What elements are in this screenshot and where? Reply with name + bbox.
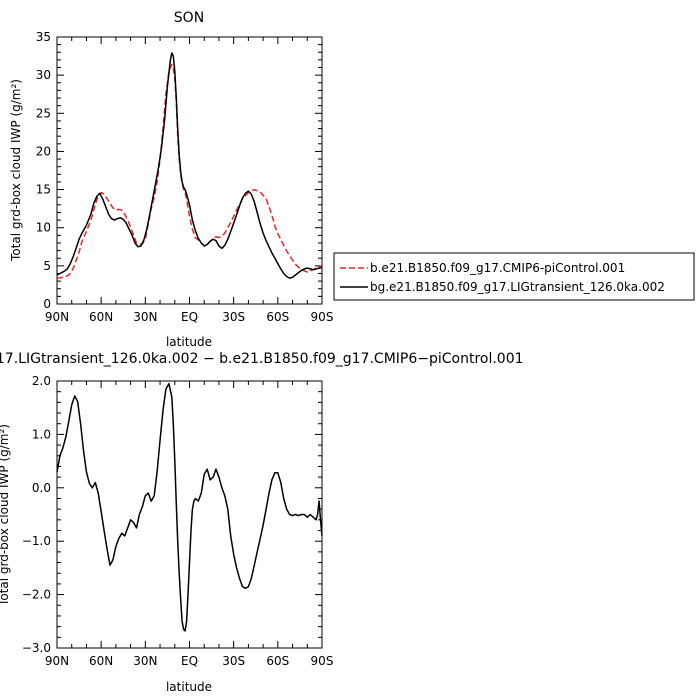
chart-1-series-2-line [56, 52, 323, 279]
x-tick-label: 90N [45, 654, 69, 668]
x-tick-label: 90S [311, 654, 334, 668]
x-tick-label: 30N [133, 654, 157, 668]
chart-2-series-1-line [56, 382, 323, 632]
chart-1-plot-area: 0 5 10 15 20 25 30 35 90N 60N 30N EQ 30S 60S 90S [36, 30, 334, 324]
legend-box [333, 252, 695, 301]
legend-entry-picontrol: b.e21.B1850.f09_g17.CMIP6-piControl.001 [370, 261, 625, 275]
chart-2-plot-area: −3.0 −2.0 −1.0 0.0 1.0 2.0 90N 60N 30N EQ 30S 60S 90… [22, 374, 334, 668]
y-tick-label: 1.0 [32, 427, 51, 441]
chart-1-x-axis-label: latitude [166, 335, 212, 349]
x-tick-label: 60N [89, 310, 113, 324]
chart-2-x-axis-label: latitude [166, 680, 212, 694]
y-tick-label: 5 [43, 259, 51, 273]
y-tick-label: 25 [36, 106, 51, 120]
chart-1-series-1-line [56, 63, 323, 279]
x-tick-label: 60S [266, 654, 289, 668]
y-tick-label: 35 [36, 30, 51, 44]
y-tick-label: 2.0 [32, 374, 51, 388]
x-tick-label: 30N [133, 310, 157, 324]
y-tick-label: −1.0 [22, 534, 51, 548]
y-tick-label: −3.0 [22, 641, 51, 655]
y-tick-label: 30 [36, 68, 51, 82]
y-tick-label: 0 [43, 297, 51, 311]
y-tick-label: 15 [36, 183, 51, 197]
chart-2-y-axis-label: Total grd-box cloud IWP (g/m²) [0, 424, 11, 607]
x-tick-label: 60S [266, 310, 289, 324]
x-tick-label: 30S [222, 654, 245, 668]
y-tick-label: 0.0 [32, 481, 51, 495]
x-tick-label: 30S [222, 310, 245, 324]
x-tick-label: 90S [311, 310, 334, 324]
x-tick-label: 90N [45, 310, 69, 324]
legend-entry-ligtransient: bg.e21.B1850.f09_g17.LIGtransient_126.0k… [370, 280, 665, 294]
chart-2-frame [56, 380, 323, 649]
chart-2-title: bg.e21.B1850.f09_g17.LIGtransient_126.0k… [0, 351, 524, 367]
x-tick-label: EQ [181, 310, 198, 324]
chart-1-frame [56, 36, 323, 305]
y-tick-label: 10 [36, 221, 51, 235]
y-tick-label: −2.0 [22, 588, 51, 602]
chart-1-title: SON [174, 10, 204, 26]
x-tick-label: 60N [89, 654, 113, 668]
chart-1-legend: b.e21.B1850.f09_g17.CMIP6-piControl.001 … [333, 252, 695, 301]
x-tick-label: EQ [181, 654, 198, 668]
y-tick-label: 20 [36, 144, 51, 158]
chart-1-y-axis-label: Total grd-box cloud IWP (g/m²) [9, 79, 23, 262]
